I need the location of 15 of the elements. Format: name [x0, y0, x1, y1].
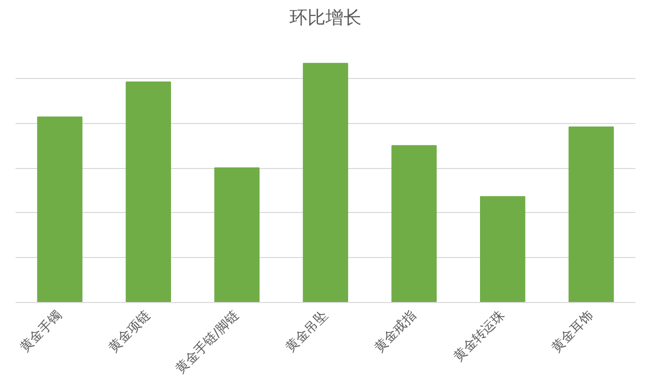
- x-tick-label: 黄金耳饰: [549, 308, 597, 356]
- bar: [214, 167, 260, 302]
- bar: [37, 116, 82, 302]
- x-tick-label: 黄金项链: [106, 308, 154, 356]
- x-tick-label: 黄金吊坠: [283, 308, 331, 356]
- bar: [126, 82, 171, 302]
- bar: [568, 126, 614, 302]
- x-tick-label: 黄金戒指: [372, 308, 420, 356]
- bar: [302, 62, 348, 302]
- bar: [391, 145, 437, 302]
- x-tick-label: 黄金手镯: [18, 308, 66, 356]
- x-tick-label: 黄金转运珠: [451, 308, 508, 365]
- x-tick-label: 黄金手链/脚链: [173, 308, 242, 378]
- chart-title: 环比增长: [290, 8, 362, 28]
- bar: [480, 196, 526, 302]
